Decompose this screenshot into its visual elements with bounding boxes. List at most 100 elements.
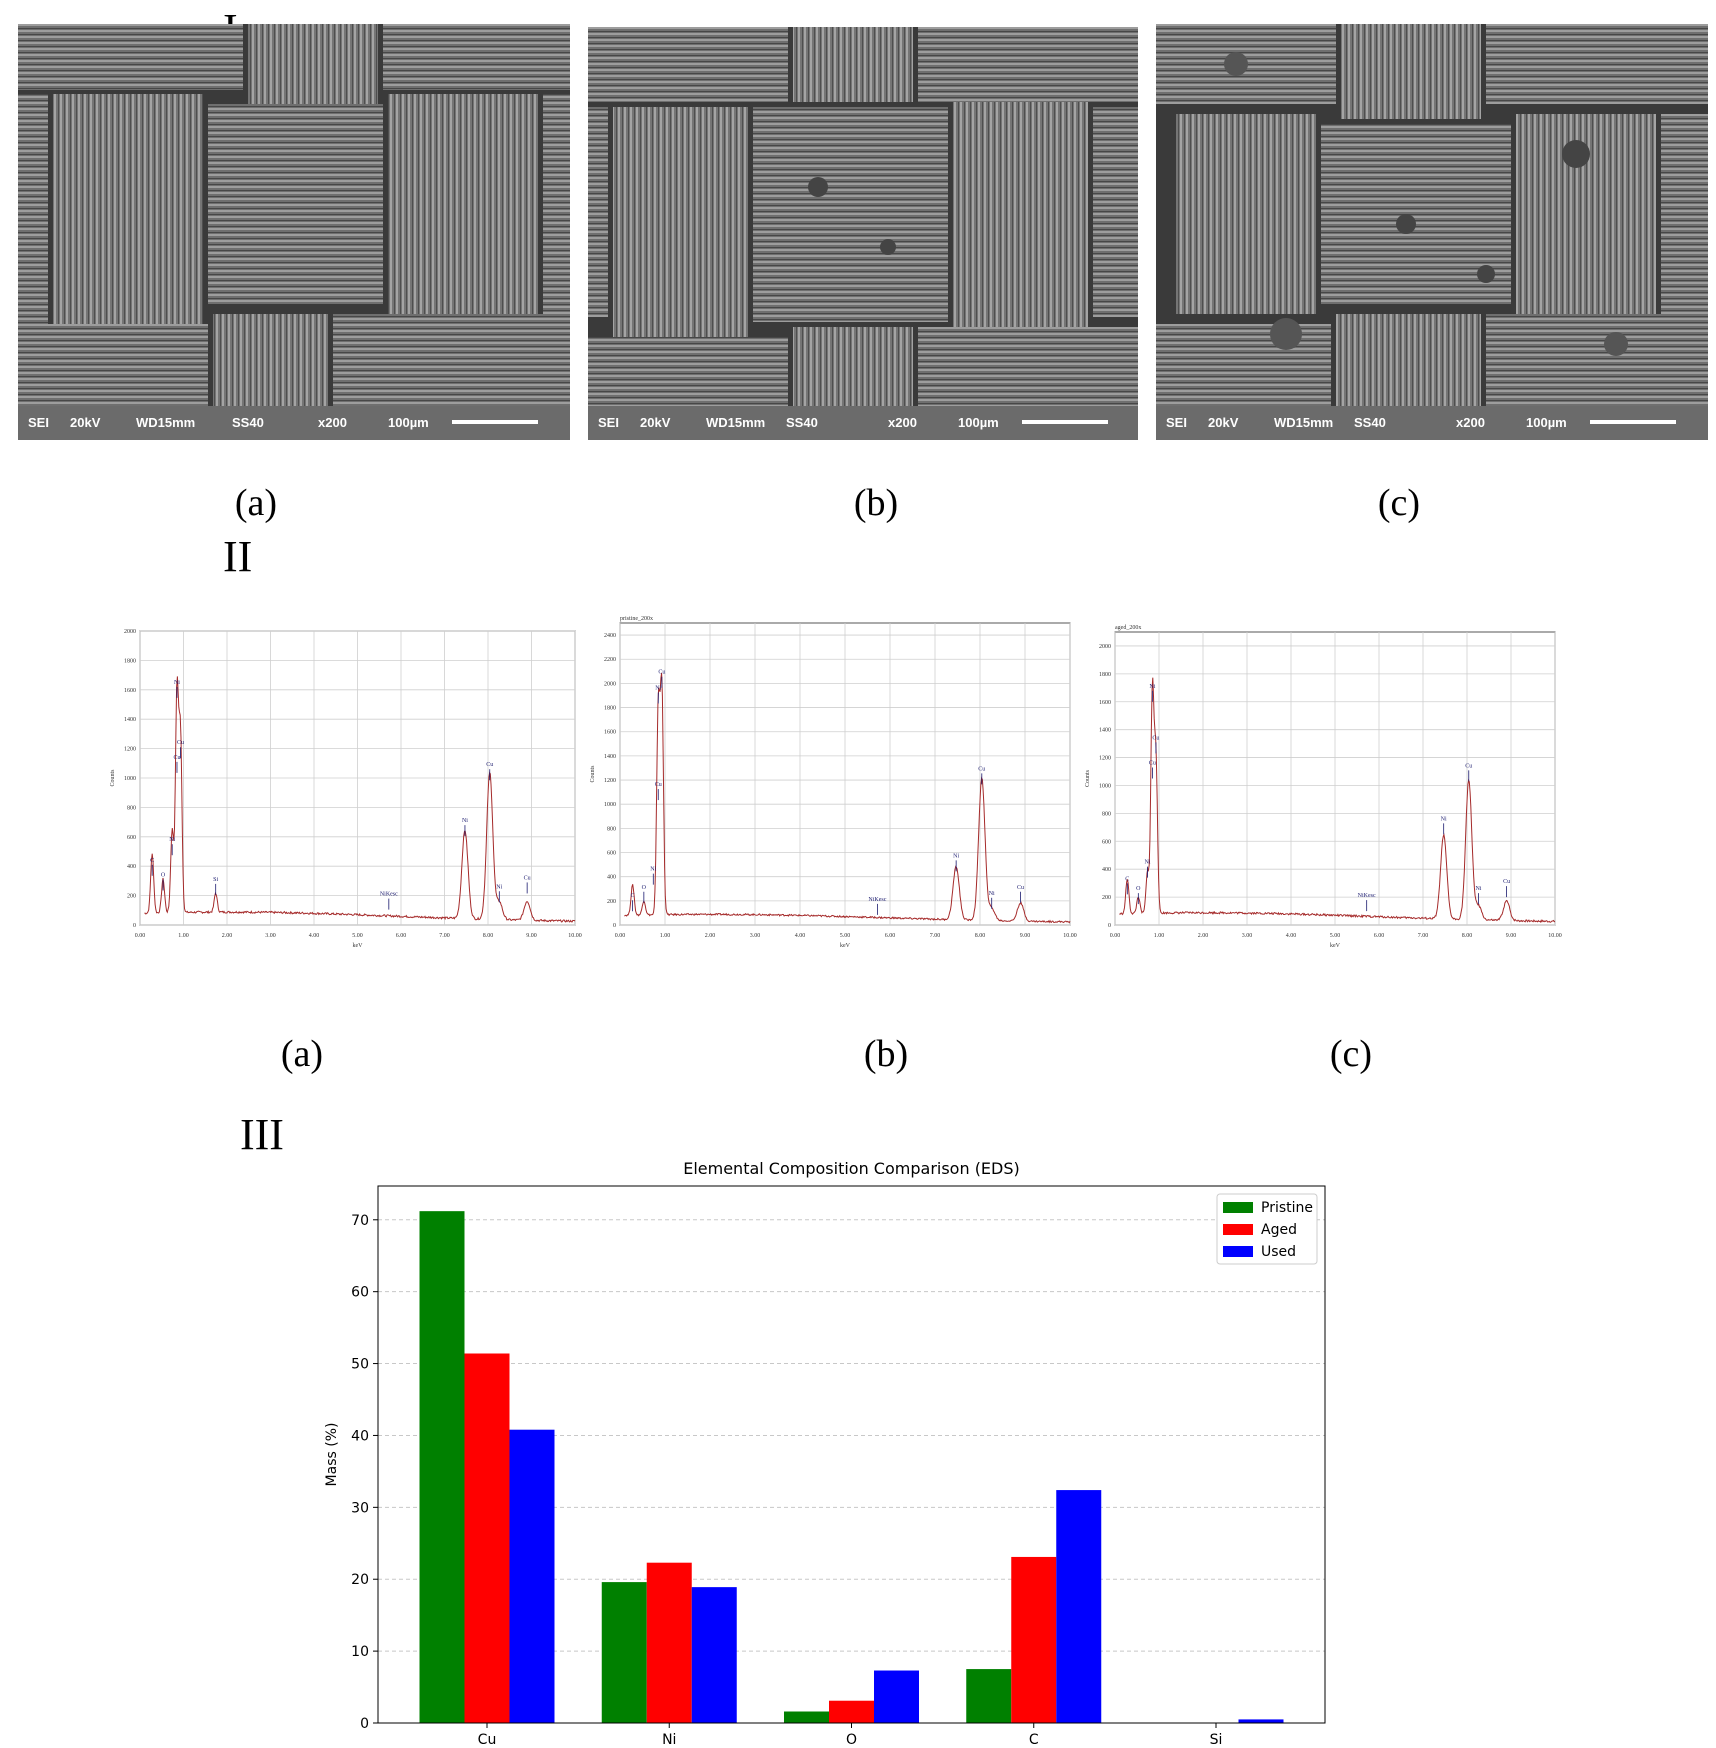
sem-scale-text: 100µm — [1526, 415, 1567, 430]
eds-y-tick-label: 2000 — [124, 629, 136, 635]
legend-swatch — [1223, 1224, 1253, 1235]
eds-y-tick-label: 0 — [1108, 923, 1111, 929]
eds-x-tick-label: 2.00 — [1198, 933, 1209, 939]
bar-used-cu — [509, 1429, 555, 1723]
eds-peak-label: Ni — [655, 685, 661, 691]
sem-info-bar: SEI 20kV WD15mm SS40 x200 100µm — [588, 406, 1138, 440]
eds-y-tick-label: 1800 — [124, 658, 136, 664]
sem-wd: WD15mm — [1274, 415, 1334, 430]
sem-ss: SS40 — [1354, 415, 1386, 430]
bar-aged-o — [829, 1700, 874, 1723]
eds-label-a: (a) — [280, 1033, 324, 1075]
bar-aged-ni — [646, 1562, 692, 1723]
y-tick-label: 20 — [351, 1572, 369, 1588]
sem-mode: SEI — [598, 415, 619, 430]
eds-x-tick-label: 1.00 — [660, 933, 671, 939]
eds-y-tick-label: 600 — [127, 835, 136, 841]
eds-x-tick-label: 2.00 — [705, 933, 716, 939]
eds-peak-label: Ni — [1475, 886, 1481, 892]
eds-y-tick-label: 1400 — [124, 717, 136, 723]
section-label-iii: III — [240, 1110, 284, 1159]
eds-y-tick-label: 1400 — [604, 754, 616, 760]
eds-svg: 0.00 1.00 2.00 3.00 4.00 5.00 6.00 7.00 8.00 9.00… — [590, 616, 1077, 949]
scale-bar — [1022, 420, 1108, 424]
scale-bar — [452, 420, 538, 424]
eds-x-tick-label: 6.00 — [396, 933, 407, 939]
eds-x-tick-label: 2.00 — [222, 933, 233, 939]
eds-y-tick-label: 200 — [127, 894, 136, 900]
eds-x-tick-label: 5.00 — [840, 933, 851, 939]
eds-peak-label: Ni — [989, 891, 995, 897]
eds-y-axis-label: Counts — [1085, 769, 1091, 787]
eds-y-tick-label: 2000 — [1099, 644, 1111, 650]
bar-pristine-cu — [419, 1211, 465, 1723]
sem-voltage: 20kV — [640, 415, 671, 430]
eds-label-c: (c) — [1329, 1033, 1373, 1075]
eds-peak-label: Ni — [169, 837, 175, 843]
sem-info-bar: SEI 20kV WD15mm SS40 x200 100µm — [18, 406, 570, 440]
eds-spectrum-line — [144, 676, 576, 923]
y-tick-label: 40 — [351, 1428, 369, 1444]
eds-x-tick-label: 10.00 — [568, 933, 582, 939]
x-tick-label: Ni — [662, 1732, 676, 1748]
sem-image-a-texture — [18, 24, 570, 406]
eds-x-tick-label: 8.00 — [483, 933, 494, 939]
y-tick-label: 10 — [351, 1644, 369, 1660]
scale-bar — [1590, 420, 1676, 424]
eds-x-tick-label: 6.00 — [885, 933, 896, 939]
sem-label-c: (c) — [1377, 482, 1421, 524]
eds-spectrum-line — [624, 672, 1071, 924]
eds-peak-label: NiKesc — [868, 897, 886, 903]
legend-swatch — [1223, 1202, 1253, 1213]
eds-x-tick-label: 7.00 — [930, 933, 941, 939]
eds-y-tick-label: 400 — [1102, 867, 1111, 873]
eds-x-tick-label: 10.00 — [1063, 933, 1077, 939]
eds-spectrum-b: 0.00 1.00 2.00 3.00 4.00 5.00 6.00 7.00 8.00 9.00… — [575, 605, 1077, 965]
eds-y-axis-label: Counts — [590, 765, 596, 783]
sem-label-a: (a) — [234, 482, 278, 524]
eds-x-tick-label: 0.00 — [615, 933, 626, 939]
bar-used-ni — [691, 1587, 737, 1723]
eds-x-tick-label: 8.00 — [1462, 933, 1473, 939]
eds-y-tick-label: 1600 — [1099, 700, 1111, 706]
eds-x-tick-label: 7.00 — [1418, 933, 1429, 939]
eds-peak-label: Ni — [1145, 860, 1151, 866]
eds-y-tick-label: 1200 — [604, 778, 616, 784]
y-tick-label: 0 — [360, 1716, 369, 1732]
eds-peak-label: Cu — [1503, 879, 1510, 885]
eds-peak-label: O — [161, 872, 166, 878]
sem-mag: x200 — [888, 415, 917, 430]
eds-x-tick-label: 9.00 — [1020, 933, 1031, 939]
eds-x-tick-label: 1.00 — [178, 933, 189, 939]
sem-voltage: 20kV — [70, 415, 101, 430]
eds-x-tick-label: 0.00 — [135, 933, 146, 939]
eds-x-tick-label: 5.00 — [352, 933, 363, 939]
section-label-ii: II — [223, 532, 253, 581]
eds-peak-label: Cu — [978, 766, 985, 772]
eds-y-tick-label: 1600 — [124, 688, 136, 694]
bar-pristine-c — [966, 1669, 1012, 1723]
legend-swatch — [1223, 1246, 1253, 1257]
sem-image-c: SEI 20kV WD15mm SS40 x200 100µm — [1156, 24, 1708, 440]
eds-x-tick-label: 0.00 — [1110, 933, 1121, 939]
x-tick-label: Si — [1210, 1732, 1223, 1748]
eds-y-tick-label: 1400 — [1099, 728, 1111, 734]
eds-x-tick-label: 4.00 — [309, 933, 320, 939]
eds-peak-label: Ni — [650, 867, 656, 873]
y-tick-label: 30 — [351, 1500, 369, 1516]
elemental-composition-chart: Elemental Composition Comparison (EDS) 0 1… — [324, 1159, 1326, 1748]
eds-y-tick-label: 1000 — [124, 776, 136, 782]
eds-y-tick-label: 0 — [133, 923, 136, 929]
eds-y-tick-label: 1000 — [604, 802, 616, 808]
eds-svg: 0.00 1.00 2.00 3.00 4.00 5.00 6.00 7.00 8.00 9.00… — [1085, 625, 1562, 949]
y-tick-label: 60 — [351, 1285, 369, 1301]
eds-peak-label: Ni — [496, 884, 502, 890]
sem-wd: WD15mm — [706, 415, 766, 430]
bar-used-c — [1056, 1490, 1102, 1723]
sem-image-b-texture — [588, 27, 1138, 406]
eds-y-tick-label: 1200 — [1099, 756, 1111, 762]
sem-label-b: (b) — [853, 482, 899, 524]
eds-peak-label: Si — [213, 877, 218, 883]
eds-x-axis-label: keV — [840, 943, 851, 949]
bar-pristine-ni — [601, 1582, 647, 1723]
